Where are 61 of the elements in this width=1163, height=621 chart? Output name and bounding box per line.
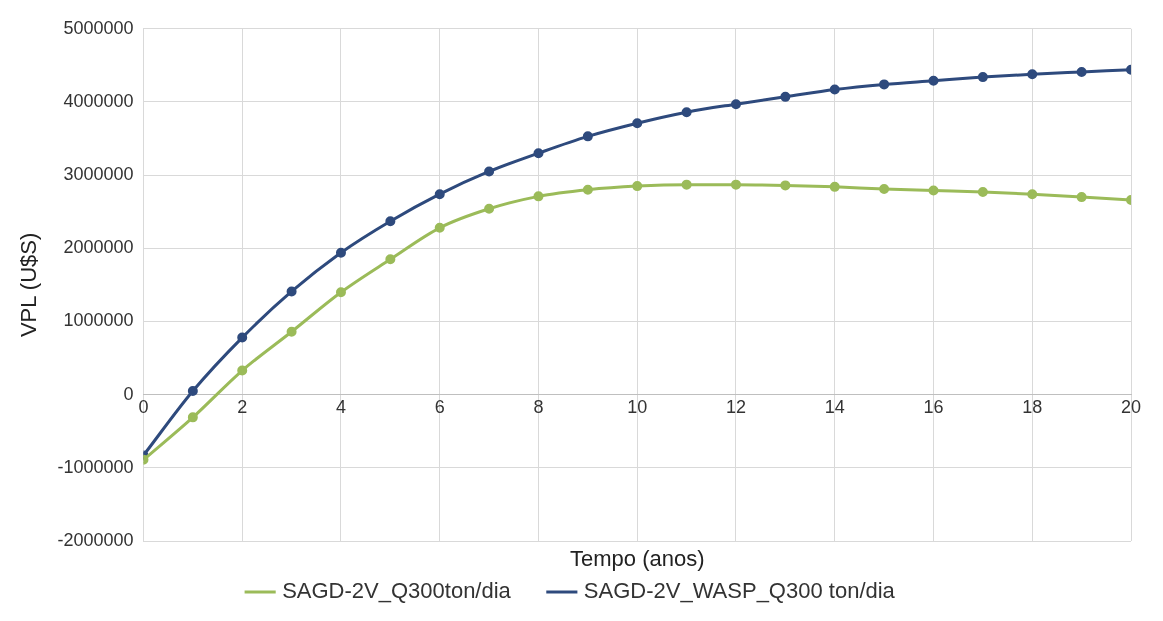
point [385,216,396,227]
point [1076,192,1087,203]
point [928,75,939,86]
point [533,148,544,159]
point [829,84,840,95]
x-tick-label: 4 [335,397,346,418]
x-tick-label: 16 [923,397,944,418]
legend-label: SAGD-2V_WASP_Q300 ton/dia [583,578,896,604]
point [484,166,495,177]
x-tick-label: 14 [824,397,845,418]
point [1076,66,1087,77]
y-tick-label: 3000000 [63,164,134,185]
point [780,91,791,102]
point [187,386,198,396]
point [335,287,346,298]
y-tick-label: 2000000 [63,237,134,258]
x-tick-label: 2 [237,397,248,418]
y-tick-label: -2000000 [57,529,134,550]
point [1027,69,1038,80]
x-tick-label: 20 [1120,397,1142,418]
point [286,326,297,337]
y-tick-label: 4000000 [63,90,134,111]
point [632,118,643,129]
point [681,179,692,190]
point [582,184,593,195]
x-tick-label: 10 [627,397,648,418]
point [582,131,593,142]
point [1027,189,1038,200]
point [187,412,198,423]
point [484,203,495,214]
legend-label: SAGD-2V_Q300ton/dia [282,578,512,604]
x-axis-title: Tempo (anos) [569,546,705,572]
point [681,107,692,118]
x-tick-label: 0 [138,397,149,418]
x-tick-label: 18 [1022,397,1043,418]
point [286,286,297,297]
point [730,99,741,110]
x-tick-label: 12 [725,397,746,418]
point [237,365,248,376]
point [977,186,988,197]
point [632,181,643,192]
y-tick-label: -1000000 [57,456,134,477]
point [385,254,396,265]
point [237,332,248,343]
point [780,180,791,191]
point [533,191,544,202]
point [434,189,445,200]
point [879,79,890,90]
point [434,222,445,233]
y-tick-label: 1000000 [63,310,134,331]
y-axis-title: VPL (U$S) [16,232,42,338]
point [928,185,939,196]
x-tick-label: 6 [434,397,445,418]
point [977,72,988,83]
point [335,247,346,258]
point [879,184,890,195]
point [730,179,741,190]
point [829,181,840,192]
y-tick-label: 5000000 [63,17,134,38]
y-tick-label: 0 [123,383,134,404]
x-tick-label: 8 [533,397,544,418]
